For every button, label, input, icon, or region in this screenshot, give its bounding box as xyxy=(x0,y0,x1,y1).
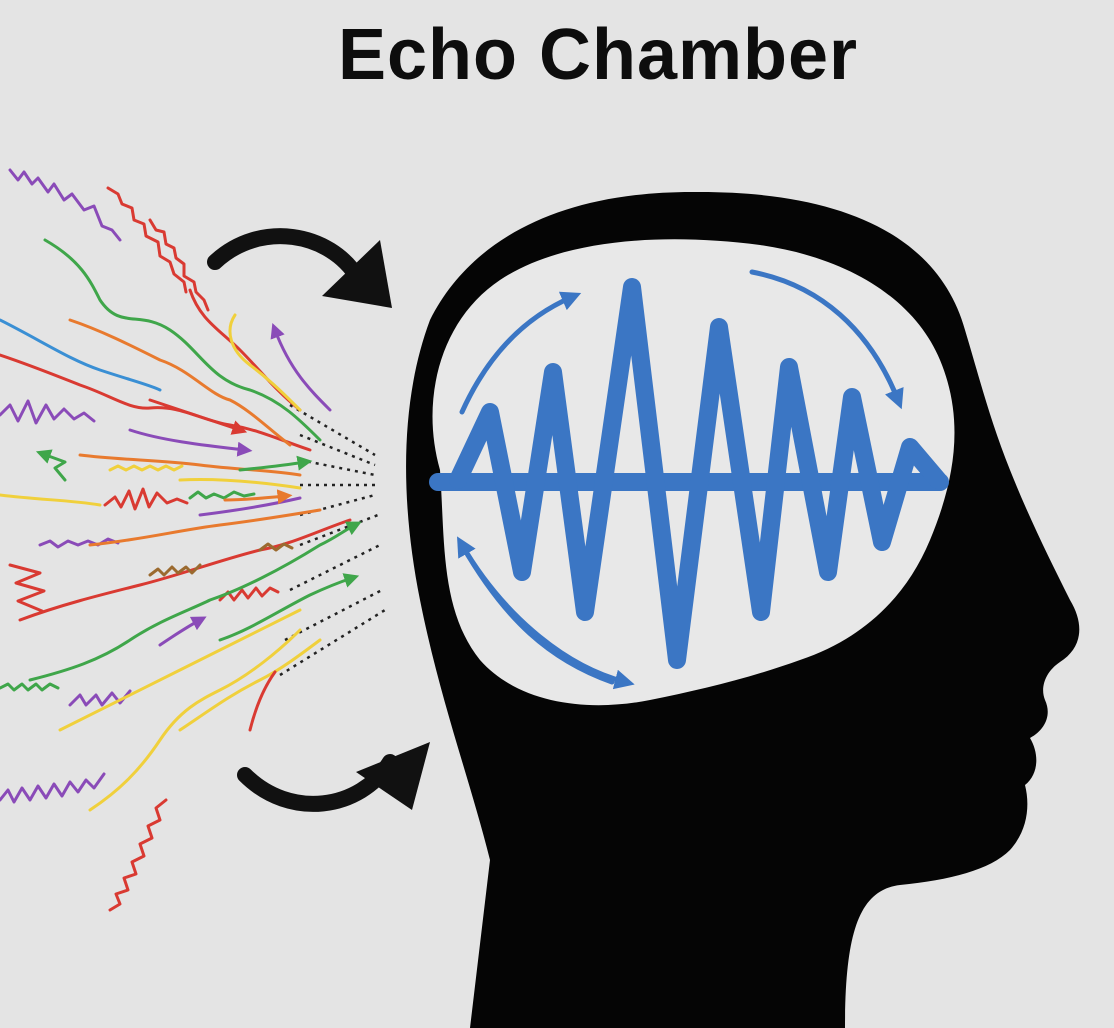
page-title: Echo Chamber xyxy=(337,15,859,95)
noise-squiggles xyxy=(0,168,362,912)
dotted-lines xyxy=(279,403,386,677)
circular-arrow-icon xyxy=(457,269,904,690)
curved-arrow-icon xyxy=(207,228,430,812)
sound-wave-icon xyxy=(429,278,949,669)
